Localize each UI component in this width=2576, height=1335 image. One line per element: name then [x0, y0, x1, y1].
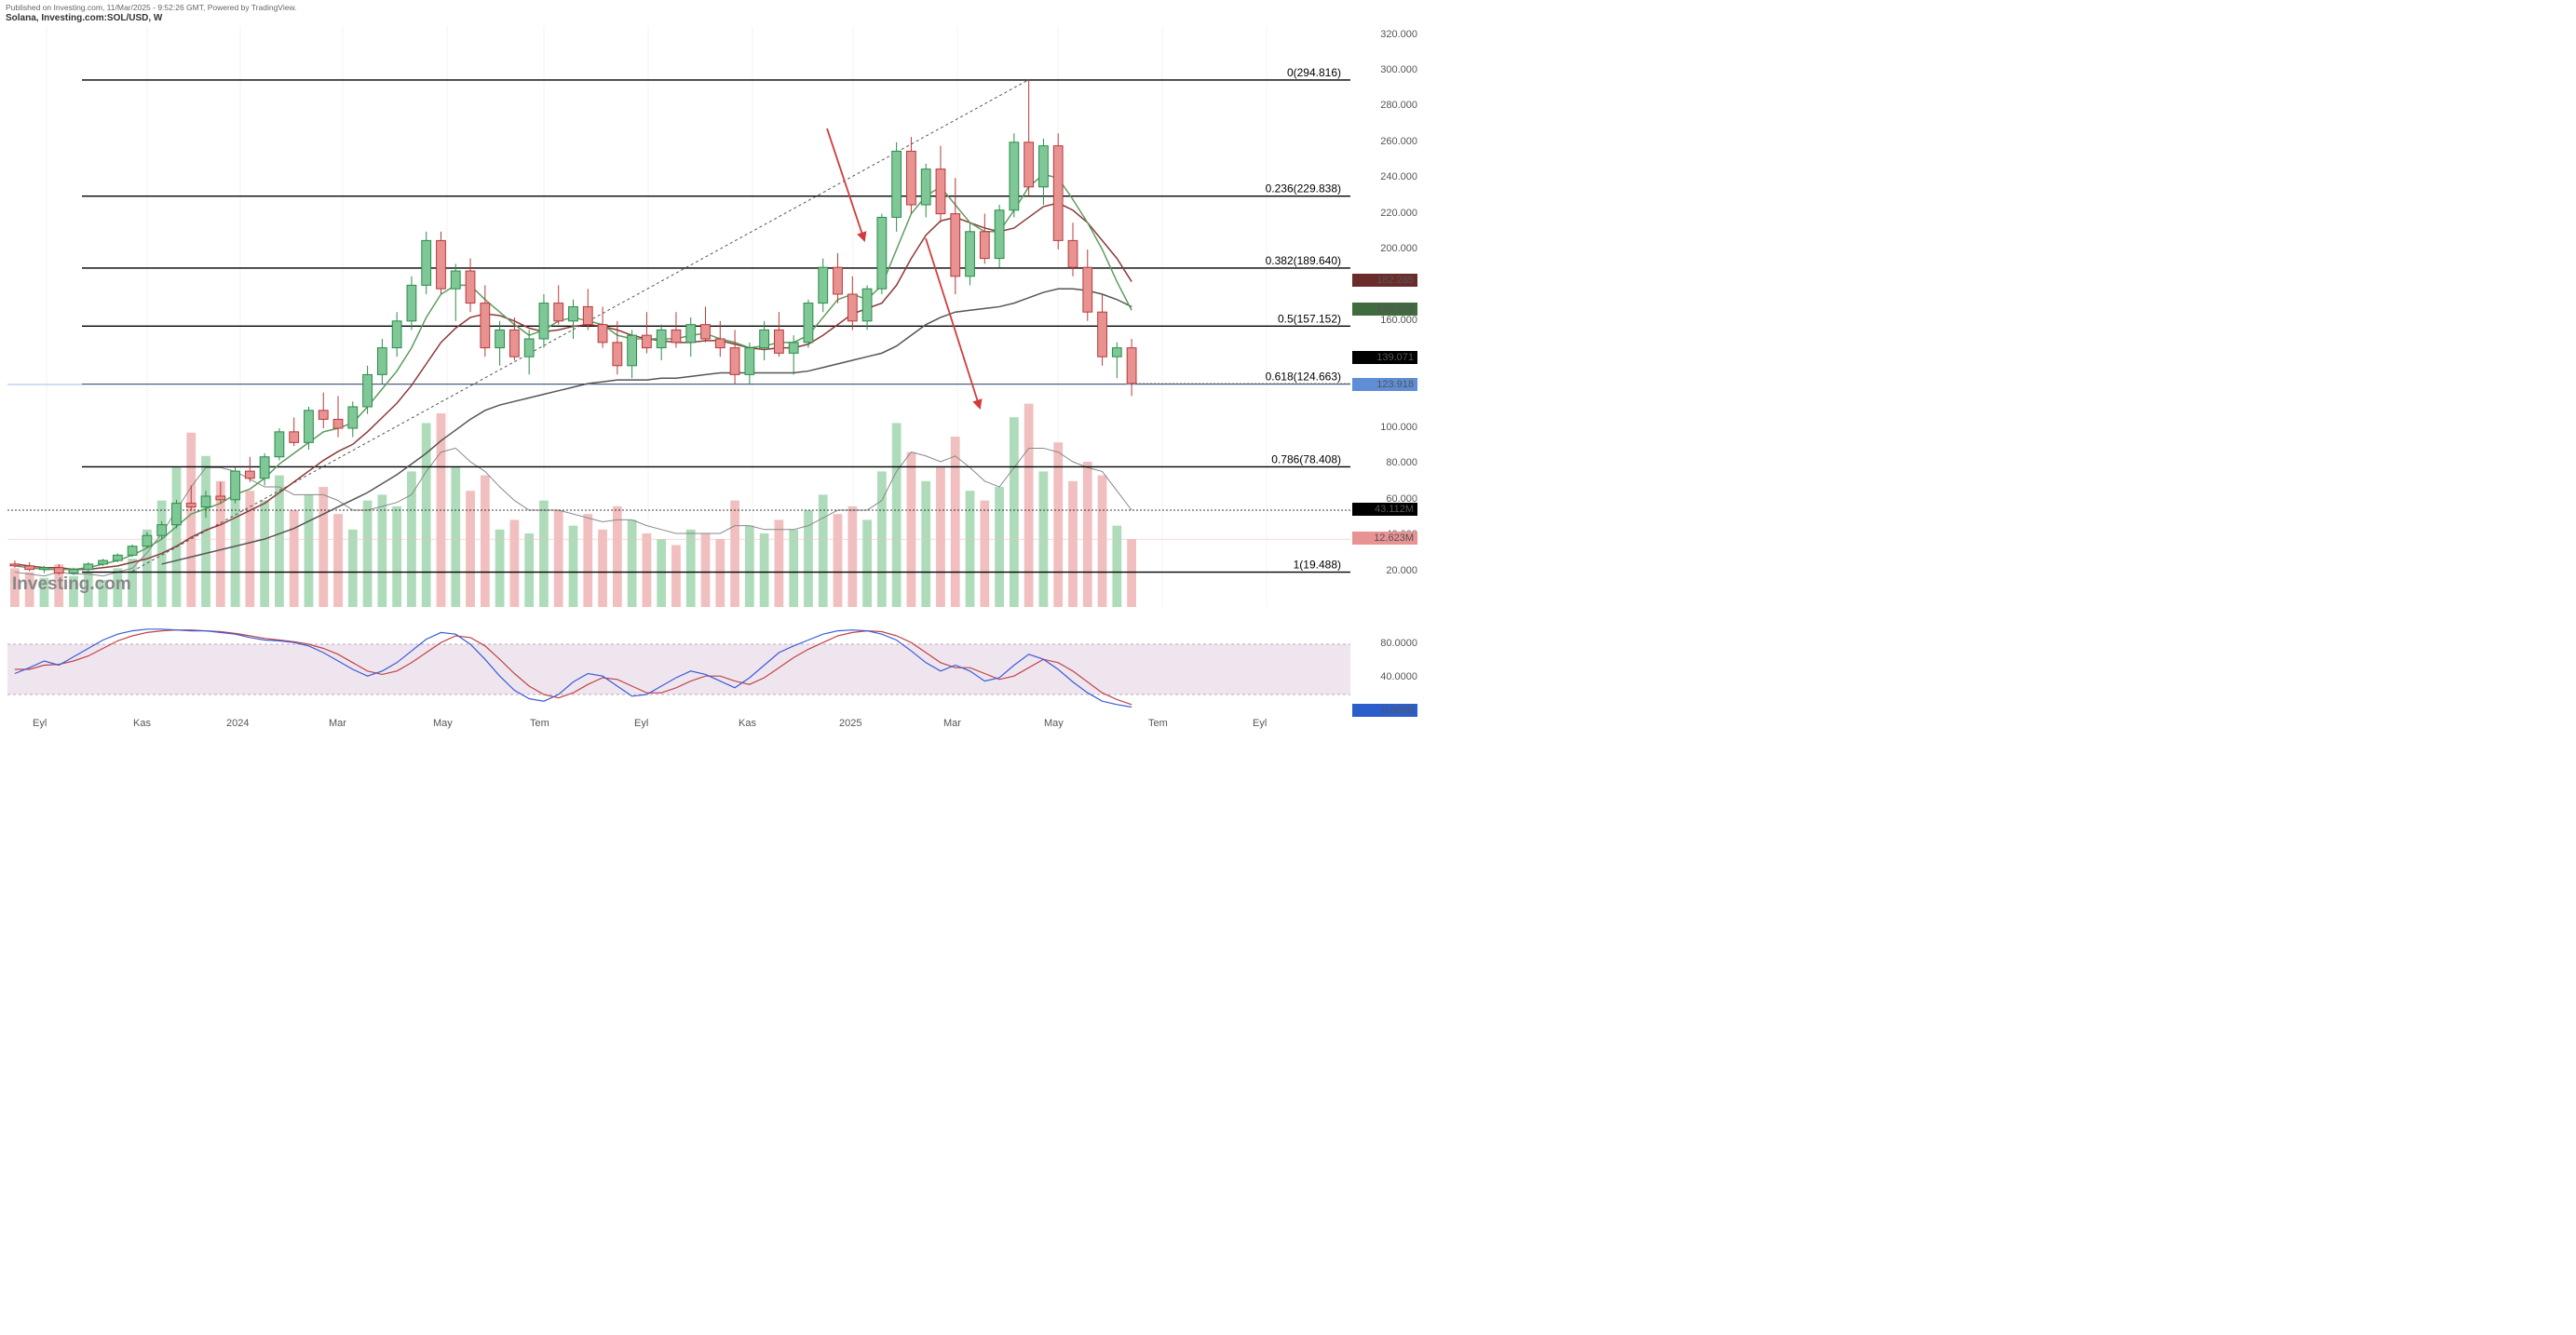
svg-text:0.236(229.838): 0.236(229.838)	[1266, 182, 1341, 196]
time-label: Eyl	[1253, 718, 1267, 729]
stoch-zero-tag: 0.0000	[1352, 704, 1417, 717]
stochastic-panel[interactable]	[7, 627, 1350, 711]
price-tick: 80.000	[1352, 457, 1417, 468]
svg-text:0.618(124.663): 0.618(124.663)	[1266, 371, 1341, 384]
time-label: Tem	[1148, 718, 1168, 729]
time-label: Mar	[329, 718, 346, 729]
price-tag: 12.623M	[1352, 532, 1417, 545]
svg-text:0.382(189.640): 0.382(189.640)	[1266, 254, 1341, 267]
price-tick: 20.000	[1352, 565, 1417, 576]
time-axis: Eyl Kas 2024 Mar May Tem Eyl Kas 2025 Mar May Tem Ey…	[7, 718, 1350, 735]
symbol-info: Solana, Investing.com:SOL/USD, W	[6, 13, 162, 23]
time-label: May	[1044, 718, 1064, 729]
stoch-tick: 80.0000	[1352, 638, 1417, 649]
time-label: Eyl	[33, 718, 47, 729]
price-tag: 182.285	[1352, 274, 1417, 287]
time-label: Kas	[739, 718, 756, 729]
time-label: Eyl	[634, 718, 648, 729]
price-tick: 200.000	[1352, 243, 1417, 254]
price-tag: 43.112M	[1352, 503, 1417, 516]
price-axis: 20.00040.00060.00080.000100.000140.00016…	[1352, 26, 1417, 607]
price-tick: 100.000	[1352, 422, 1417, 433]
price-tick: 260.000	[1352, 136, 1417, 147]
svg-text:1(19.488): 1(19.488)	[1294, 559, 1341, 572]
svg-text:0.786(78.408): 0.786(78.408)	[1271, 452, 1341, 465]
stoch-tick: 40.0000	[1352, 671, 1417, 682]
price-tag: 166.142	[1352, 303, 1417, 316]
main-price-chart[interactable]: 0(294.816) 0.236(229.838) 0.382(189.640) 0.…	[7, 26, 1350, 607]
price-tick: 280.000	[1352, 100, 1417, 111]
time-label: Kas	[133, 718, 151, 729]
time-label: 2025	[839, 718, 861, 729]
time-label: Tem	[530, 718, 549, 729]
chart-container: Published on Investing.com, 11/Mar/2025 …	[0, 0, 1423, 737]
price-tick: 160.000	[1352, 315, 1417, 326]
svg-text:0.5(157.152): 0.5(157.152)	[1278, 312, 1341, 325]
svg-text:0(294.816): 0(294.816)	[1287, 66, 1341, 79]
time-label: Mar	[943, 718, 961, 729]
time-label: 2024	[226, 718, 249, 729]
price-tag: 139.071	[1352, 351, 1417, 364]
price-tick: 300.000	[1352, 64, 1417, 75]
publish-info: Published on Investing.com, 11/Mar/2025 …	[6, 3, 296, 12]
stochastic-axis: 0.000040.000080.00000.0000	[1352, 627, 1417, 711]
time-label: May	[433, 718, 453, 729]
price-tag: 123.918	[1352, 378, 1417, 391]
price-tick: 320.000	[1352, 29, 1417, 40]
watermark-logo: Investing.com	[12, 574, 131, 595]
price-tick: 220.000	[1352, 208, 1417, 219]
price-tick: 240.000	[1352, 171, 1417, 182]
